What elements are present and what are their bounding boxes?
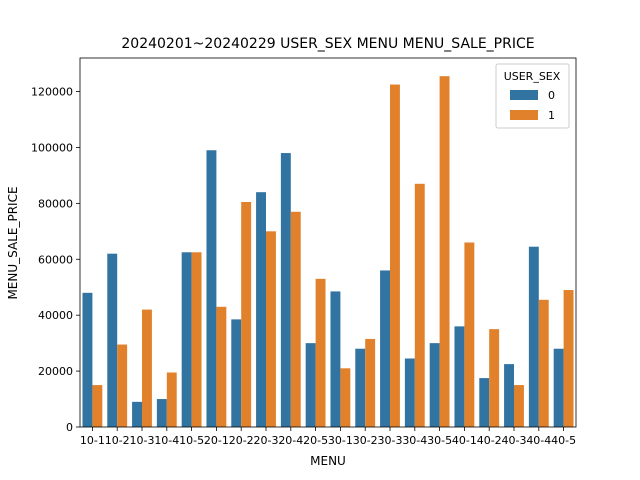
bar-10-1-sex-1	[92, 385, 103, 427]
y-axis-ticks: 0 20000 40000 60000 80000 100000 120000	[31, 86, 80, 434]
bar-30-3-sex-1	[390, 84, 400, 427]
x-tick-label: 20-5	[303, 434, 328, 447]
x-tick-label: 30-2	[353, 434, 378, 447]
bar-30-1-sex-0	[330, 291, 341, 427]
legend-swatch-1	[510, 110, 538, 120]
bar-20-5-sex-1	[315, 278, 326, 427]
x-tick-label: 10-4	[154, 434, 179, 447]
y-tick-label: 120000	[31, 86, 73, 99]
legend-label-0: 0	[548, 89, 555, 102]
bar-10-5-sex-0	[181, 252, 192, 427]
legend-label-1: 1	[548, 109, 555, 122]
y-tick-label: 40000	[38, 309, 73, 322]
y-tick-label: 60000	[38, 253, 73, 266]
bar-10-3-sex-0	[132, 401, 142, 427]
bar-40-4-sex-1	[538, 299, 549, 427]
bar-20-2-sex-1	[241, 201, 252, 427]
bar-40-2-sex-1	[489, 329, 500, 427]
bar-10-5-sex-1	[191, 252, 202, 427]
x-tick-label: 10-3	[130, 434, 155, 447]
bar-10-4-sex-0	[156, 399, 167, 427]
bar-10-4-sex-1	[166, 372, 177, 427]
x-tick-label: 10-5	[179, 434, 204, 447]
bars-group	[82, 76, 574, 427]
legend: USER_SEX 0 1	[495, 63, 570, 129]
legend-swatch-0	[510, 90, 538, 100]
plot-frame	[79, 57, 577, 428]
bar-20-3-sex-1	[266, 231, 276, 427]
x-tick-label: 30-4	[402, 434, 427, 447]
bar-40-3-sex-1	[514, 385, 524, 427]
bar-20-2-sex-0	[231, 319, 242, 427]
x-tick-label: 30-3	[378, 434, 403, 447]
bar-20-5-sex-0	[305, 343, 316, 427]
x-tick-label: 10-2	[105, 434, 130, 447]
bar-40-5-sex-1	[563, 290, 574, 427]
x-tick-label: 40-2	[477, 434, 502, 447]
bar-20-4-sex-1	[290, 211, 301, 427]
bar-40-3-sex-0	[504, 364, 514, 427]
x-tick-label: 20-2	[229, 434, 254, 447]
bar-40-1-sex-1	[464, 242, 475, 427]
y-tick-label: 100000	[31, 141, 73, 154]
bar-20-1-sex-1	[216, 306, 227, 427]
y-tick-label: 80000	[38, 197, 73, 210]
bar-40-5-sex-0	[553, 348, 564, 427]
bar-30-5-sex-1	[439, 76, 450, 427]
bar-40-1-sex-0	[454, 326, 465, 427]
bar-40-4-sex-0	[528, 246, 539, 427]
chart-title: 20240201~20240229 USER_SEX MENU MENU_SAL…	[121, 36, 534, 52]
y-tick-label: 0	[66, 421, 73, 434]
bar-30-3-sex-0	[380, 270, 390, 427]
x-tick-label: 20-1	[204, 434, 229, 447]
x-tick-label: 40-5	[551, 434, 576, 447]
x-tick-label: 30-1	[328, 434, 353, 447]
bar-10-2-sex-1	[117, 344, 128, 427]
x-tick-label: 30-5	[427, 434, 452, 447]
x-tick-label: 20-3	[254, 434, 279, 447]
x-tick-label: 10-1	[80, 434, 105, 447]
x-axis-ticks: 10-1 10-2 10-3 10-4 10-5 20-1 20-2 20-3 20-4 20-5…	[80, 427, 576, 447]
bar-40-2-sex-0	[479, 378, 490, 427]
bar-20-4-sex-0	[280, 153, 291, 427]
x-tick-label: 40-4	[526, 434, 551, 447]
bar-10-2-sex-0	[107, 253, 118, 427]
bar-10-1-sex-0	[82, 292, 93, 427]
x-tick-label: 20-4	[278, 434, 303, 447]
legend-title: USER_SEX	[504, 70, 561, 83]
x-tick-label: 40-3	[502, 434, 527, 447]
bar-20-3-sex-0	[256, 192, 266, 427]
bar-30-4-sex-0	[404, 358, 415, 427]
bar-30-5-sex-0	[429, 343, 440, 427]
bar-30-2-sex-1	[365, 338, 376, 427]
bar-20-1-sex-0	[206, 150, 217, 427]
bar-30-2-sex-0	[355, 348, 366, 427]
x-axis-label: MENU	[310, 454, 346, 468]
y-axis-label: MENU_SALE_PRICE	[6, 186, 20, 299]
bar-10-3-sex-1	[142, 309, 152, 427]
bar-30-4-sex-1	[414, 183, 425, 427]
bar-30-1-sex-1	[340, 368, 351, 427]
x-tick-label: 40-1	[452, 434, 477, 447]
y-tick-label: 20000	[38, 365, 73, 378]
